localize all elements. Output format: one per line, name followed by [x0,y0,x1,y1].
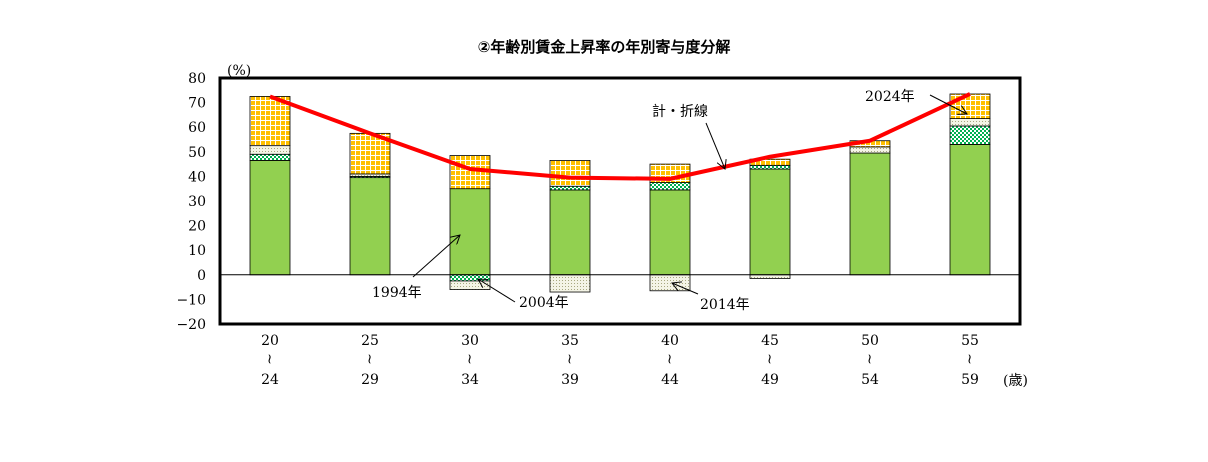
bar-1994-segment [849,152,891,276]
x-axis: 20 ~24 25 ~29 30 ~34 35 ~39 40 ~44 45 ~49 50 ~54 55 ~59 [261,333,979,388]
bar-1994-segment [249,160,291,276]
annotation-arrow-2024 [929,94,967,114]
bar-1994-segment [549,189,591,276]
y-tick-label: 50 [188,145,206,161]
bar-1994-segment [649,189,691,276]
annotation-total: 計・折線 [652,104,708,120]
bar-2014-segment [949,118,991,127]
y-tick-label: 70 [188,96,206,112]
x-tick-label-end: 34 [461,372,479,388]
annotation-2004: 2004年 [519,295,569,311]
annotation-2014: 2014年 [700,297,750,313]
bar-2004-segment [549,185,591,191]
y-tick-label: 20 [188,219,206,235]
bar-2014-segment [449,280,491,290]
annotation-arrow-2014 [672,283,699,295]
bar-2014-segment [849,146,891,154]
total-line [269,92,971,181]
plot-frame [218,76,1022,326]
bar-2024-segment [249,96,291,147]
annotation-arrow-2004 [478,279,516,303]
bar-1994-segment [749,168,791,276]
annotations: 1994年 2004年 2014年 計・折線 2024年 [372,89,967,313]
annotation-1994: 1994年 [372,285,422,301]
bar-2004-segment [249,153,291,161]
chart-title: ②年齢別賃金上昇率の年別寄与度分解 [477,38,731,56]
y-axis-unit: (%) [227,63,251,79]
bar-2004-segment [949,125,991,145]
x-tick-label-end: 39 [561,372,579,388]
x-tick-label-tilde: ~ [961,353,977,365]
x-tick-label-tilde: ~ [561,353,577,365]
x-tick-label-end: 54 [861,372,879,388]
x-tick-label-end: 29 [361,372,379,388]
x-tick-label-start: 20 [261,333,279,349]
bar-2014-segment [549,274,591,293]
x-tick-label-end: 59 [961,372,979,388]
x-tick-label-tilde: ~ [361,353,377,365]
bar-1994-segment [949,144,991,276]
bar-2014-segment [749,274,791,279]
bar-2004-segment [749,164,791,170]
x-tick-label-tilde: ~ [661,353,677,365]
y-tick-label: 10 [188,243,206,259]
y-tick-label: 80 [188,71,206,87]
bar-2024-segment [949,93,991,119]
y-tick-label: 40 [188,169,206,185]
bar-2004-segment [649,182,691,191]
y-tick-label: 0 [197,268,206,284]
x-tick-label-end: 49 [761,372,779,388]
x-tick-label-end: 24 [261,372,279,388]
y-tick-label: 30 [188,194,206,210]
x-tick-label-tilde: ~ [761,353,777,365]
annotation-arrow-1994 [412,235,460,278]
y-tick-label: 60 [188,120,206,136]
y-axis: 80 70 60 50 40 30 20 10 0 −10 −20 [176,71,206,333]
x-tick-label-tilde: ~ [861,353,877,365]
x-tick-label-tilde: ~ [261,353,277,365]
x-tick-label-start: 25 [361,333,379,349]
bar-2004-segment [449,274,491,282]
x-tick-label-start: 50 [861,333,879,349]
bar-1994-segment [349,177,391,276]
y-tick-label: −20 [176,317,206,333]
x-tick-label-end: 44 [661,372,679,388]
x-tick-label-tilde: ~ [461,353,477,365]
x-tick-label-start: 55 [961,333,979,349]
bar-2014-segment [249,145,291,155]
x-tick-label-start: 45 [761,333,779,349]
annotation-arrow-total [705,122,725,169]
y-tick-label: −10 [176,292,206,308]
x-tick-label-start: 30 [461,333,479,349]
x-tick-label-start: 35 [561,333,579,349]
x-tick-label-start: 40 [661,333,679,349]
bars [249,93,991,293]
x-axis-unit: (歳) [1003,373,1028,389]
annotation-2024: 2024年 [865,89,915,105]
bar-1994-segment [449,188,491,276]
bar-2024-segment [549,160,591,187]
